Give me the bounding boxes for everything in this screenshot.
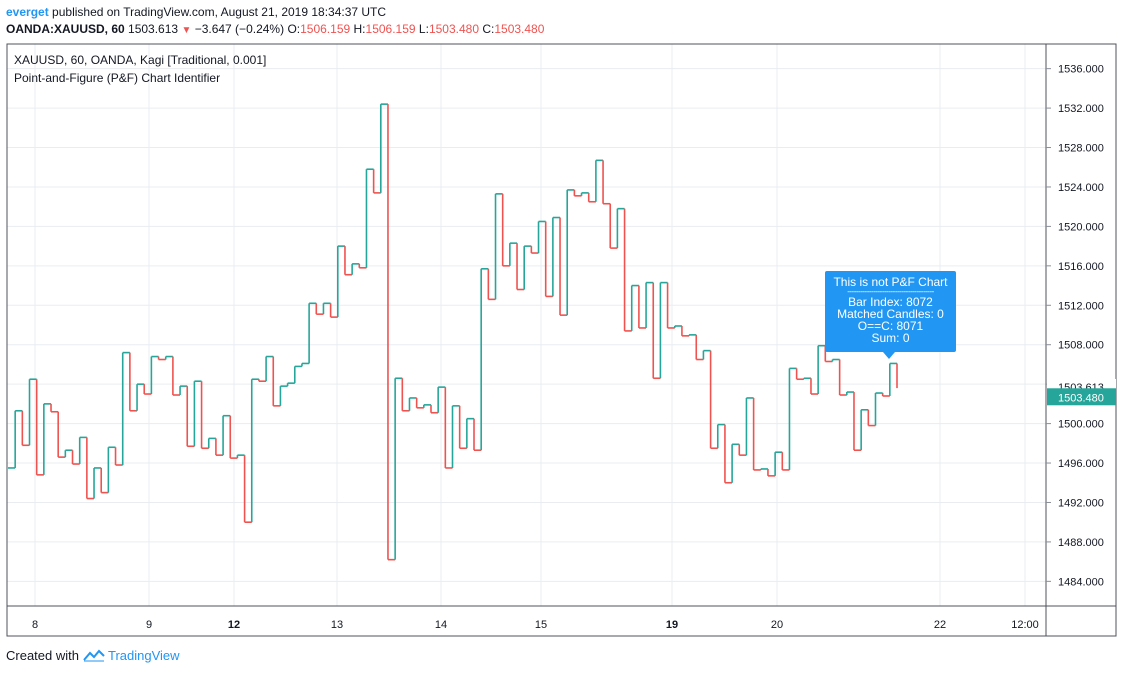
tooltip-oc: O==C: 8071	[857, 319, 924, 333]
x-tick-label: 8	[32, 619, 38, 631]
last-price: 1503.613	[128, 22, 179, 36]
y-tick-label: 1520.000	[1058, 221, 1104, 233]
time-axis[interactable]: 8 9 12 13 14 15 19 20 22 12:00	[32, 619, 1039, 631]
high-value: 1506.159	[365, 22, 416, 36]
close-label: C:	[482, 22, 495, 36]
current-price-label: 1503.480	[1047, 388, 1116, 406]
tooltip-bar-index: Bar Index: 8072	[848, 295, 933, 309]
price-axis[interactable]: 1536.000 1532.000 1528.000 1524.000 1520.000…	[1046, 64, 1104, 589]
y-tick-label: 1536.000	[1058, 64, 1104, 76]
tradingview-logo-icon	[83, 649, 105, 662]
y-tick-label: 1508.000	[1058, 340, 1104, 352]
down-arrow-icon: ▼	[181, 25, 192, 36]
close-value: 1503.480	[494, 22, 545, 36]
tooltip-matched-candles: Matched Candles: 0	[837, 307, 944, 321]
current-price-label-text: 1503.480	[1058, 392, 1104, 404]
x-tick-label: 9	[146, 619, 152, 631]
x-tick-label: 19	[666, 619, 678, 631]
x-tick-label: 13	[331, 619, 343, 631]
created-with-text: Created with	[6, 648, 79, 663]
open-value: 1506.159	[300, 22, 351, 36]
y-tick-label: 1528.000	[1058, 143, 1104, 155]
y-tick-label: 1524.000	[1058, 182, 1104, 194]
x-tick-label: 14	[435, 619, 447, 631]
current-price-label-bg	[1047, 388, 1116, 406]
x-tick-label: 12:00	[1011, 619, 1039, 631]
y-tick-label: 1512.000	[1058, 300, 1104, 312]
y-tick-label: 1496.000	[1058, 458, 1104, 470]
y-tick-label: 1500.000	[1058, 419, 1104, 431]
y-tick-label: 1488.000	[1058, 537, 1104, 549]
y-tick-label: 1484.000	[1058, 576, 1104, 588]
kagi-series	[8, 103, 898, 561]
publish-info: everget published on TradingView.com, Au…	[6, 5, 386, 19]
published-text: published on TradingView.com, August 21,…	[52, 5, 387, 19]
low-value: 1503.480	[428, 22, 479, 36]
x-tick-label: 15	[535, 619, 547, 631]
ohlc-bar: OANDA:XAUUSD, 60 1503.613 ▼ −3.647 (−0.2…	[6, 22, 544, 36]
outer-frame	[6, 43, 1117, 637]
open-label: O:	[287, 22, 301, 36]
chart-grid	[7, 44, 1046, 606]
symbol-label: OANDA:XAUUSD, 60	[6, 22, 125, 36]
tradingview-brand[interactable]: TradingView	[107, 648, 180, 663]
low-label: L:	[418, 22, 429, 36]
series-title[interactable]: XAUUSD, 60, OANDA, Kagi [Traditional, 0.…	[14, 53, 267, 67]
tooltip-pointer	[883, 352, 895, 359]
author-name[interactable]: everget	[6, 5, 49, 19]
y-tick-label: 1492.000	[1058, 497, 1104, 509]
x-tick-label: 22	[934, 619, 946, 631]
tooltip-separator: ----------------------------------------	[847, 287, 934, 296]
chart-frame	[6, 43, 1117, 637]
x-tick-label: 12	[228, 619, 240, 631]
indicator-tooltip: This is not P&F Chart ------------------…	[825, 271, 956, 352]
tooltip-sum: Sum: 0	[871, 331, 910, 345]
price-change: −3.647 (−0.24%)	[194, 22, 285, 36]
tooltip-title: This is not P&F Chart	[833, 275, 948, 289]
y-tick-label: 1516.000	[1058, 261, 1104, 273]
footer: Created with TradingView	[6, 648, 180, 663]
high-label: H:	[353, 22, 366, 36]
y-tick-label: 1532.000	[1058, 103, 1104, 115]
x-tick-label: 20	[771, 619, 783, 631]
indicator-title[interactable]: Point-and-Figure (P&F) Chart Identifier	[14, 71, 221, 85]
